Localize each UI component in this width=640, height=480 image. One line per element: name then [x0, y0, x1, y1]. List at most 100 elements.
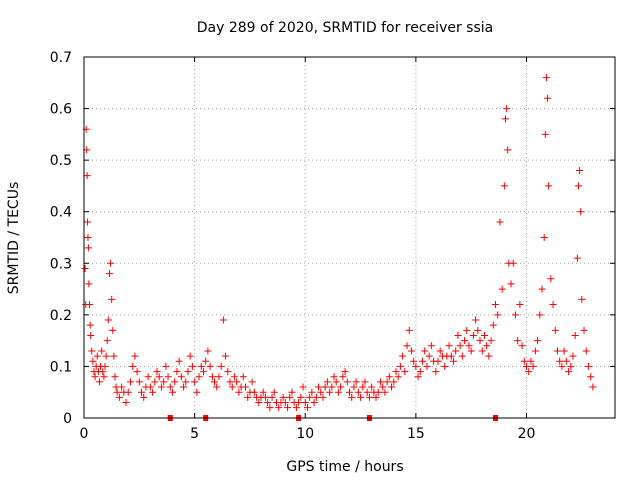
data-point: [89, 357, 97, 365]
data-point: [259, 388, 267, 396]
x-tick-label: 20: [518, 426, 536, 442]
data-point: [308, 388, 316, 396]
data-point: [215, 373, 223, 381]
data-point: [105, 270, 113, 278]
data-point: [379, 383, 387, 391]
data-point: [376, 378, 384, 386]
data-point: [469, 331, 477, 339]
data-point: [571, 331, 579, 339]
data-point: [584, 362, 592, 370]
data-point: [359, 383, 367, 391]
data-point: [485, 352, 493, 360]
data-point: [518, 342, 526, 350]
data-point: [509, 259, 517, 267]
data-point: [396, 362, 404, 370]
data-point: [184, 368, 192, 376]
data-point: [182, 378, 190, 386]
data-point: [330, 373, 338, 381]
data-point: [538, 285, 546, 293]
data-point: [436, 347, 444, 355]
data-point: [511, 311, 519, 319]
data-point: [504, 146, 512, 154]
data-point: [474, 326, 482, 334]
data-point: [339, 373, 347, 381]
data-point: [115, 393, 123, 401]
data-point: [562, 357, 570, 365]
data-point: [110, 352, 118, 360]
data-point: [383, 378, 391, 386]
data-point: [410, 357, 418, 365]
data-point: [255, 399, 263, 407]
data-point: [129, 362, 137, 370]
data-point: [104, 316, 112, 324]
data-point: [173, 368, 181, 376]
data-point: [558, 362, 566, 370]
data-point: [461, 337, 469, 345]
data-point: [297, 393, 305, 401]
data-point: [346, 388, 353, 396]
data-point: [337, 383, 345, 391]
data-point: [135, 378, 143, 386]
data-point: [577, 208, 585, 216]
data-point: [565, 368, 573, 376]
data-point: [343, 378, 351, 386]
data-point: [523, 362, 530, 370]
data-point: [514, 337, 522, 345]
data-point: [416, 368, 424, 376]
data-point: [175, 357, 183, 365]
y-tick-label: 0.4: [50, 205, 72, 221]
data-point: [434, 357, 442, 365]
data-point: [341, 368, 349, 376]
data-point: [374, 388, 382, 396]
data-point: [587, 373, 595, 381]
data-points: [81, 74, 597, 412]
data-point: [445, 342, 453, 350]
axis-ticks: 0 5 10 15 20 0 0.1 0.2 0.3 0.4 0.5 0.6 0.7: [50, 50, 615, 442]
data-point: [199, 368, 207, 376]
data-point: [133, 368, 141, 376]
data-point: [467, 347, 475, 355]
data-point: [160, 378, 168, 386]
data-point: [544, 94, 552, 102]
data-point: [107, 259, 115, 267]
data-point: [222, 352, 230, 360]
data-point: [149, 388, 157, 396]
data-point: [84, 244, 92, 252]
data-point: [494, 311, 502, 319]
data-point: [368, 383, 376, 391]
data-point: [279, 393, 287, 401]
data-point: [326, 388, 334, 396]
data-point: [348, 393, 356, 401]
data-point: [228, 383, 236, 391]
data-point: [101, 362, 109, 370]
data-point: [536, 311, 544, 319]
data-point: [407, 347, 415, 355]
data-point: [315, 383, 323, 391]
chart-title: Day 289 of 2020, SRMTID for receiver ssi…: [197, 20, 493, 36]
data-point: [138, 388, 146, 396]
data-point: [556, 357, 564, 365]
data-point: [140, 393, 148, 401]
data-point: [295, 399, 303, 407]
data-point: [250, 388, 258, 396]
data-point: [478, 347, 486, 355]
data-point: [465, 342, 473, 350]
data-point: [350, 383, 358, 391]
plot-frame: [83, 56, 616, 419]
data-point: [84, 234, 92, 241]
data-point: [186, 352, 194, 360]
x-tick-label: 10: [296, 426, 314, 442]
data-point: [242, 383, 250, 391]
data-point: [319, 393, 327, 401]
data-point: [191, 378, 199, 386]
data-point: [202, 357, 210, 365]
data-point: [157, 383, 165, 391]
data-point: [124, 388, 132, 396]
data-point: [169, 388, 176, 396]
data-point: [109, 326, 117, 334]
x-axis-title: GPS time / hours: [286, 459, 403, 475]
data-point: [171, 378, 179, 386]
data-point: [487, 337, 495, 345]
data-point: [306, 393, 314, 401]
